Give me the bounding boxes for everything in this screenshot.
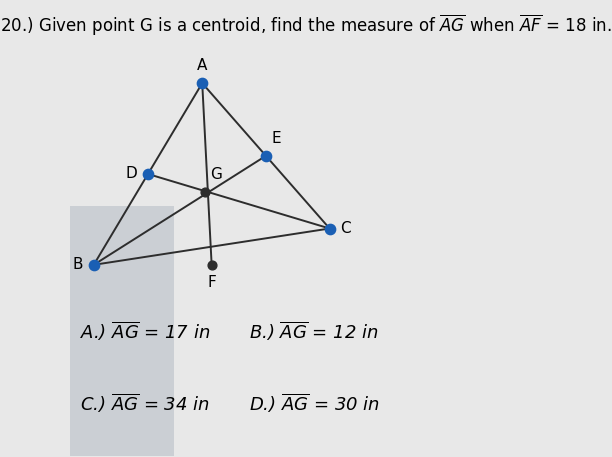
Text: F: F — [207, 275, 216, 290]
Text: B: B — [73, 257, 83, 272]
Text: D: D — [126, 166, 138, 181]
Point — [200, 188, 209, 196]
Text: E: E — [271, 131, 281, 146]
Text: C: C — [340, 221, 351, 236]
Text: A: A — [197, 58, 207, 73]
Point — [89, 261, 99, 269]
Text: C.) $\overline{AG}$ = 34 in: C.) $\overline{AG}$ = 34 in — [80, 392, 209, 415]
Text: B.) $\overline{AG}$ = 12 in: B.) $\overline{AG}$ = 12 in — [250, 319, 379, 343]
Text: 20.) Given point G is a centroid, find the measure of $\overline{AG}$ when $\ove: 20.) Given point G is a centroid, find t… — [0, 13, 612, 38]
Point — [197, 80, 207, 87]
Text: A.) $\overline{AG}$ = 17 in: A.) $\overline{AG}$ = 17 in — [80, 319, 210, 343]
Text: G: G — [210, 167, 222, 182]
Polygon shape — [70, 206, 174, 456]
Point — [207, 261, 217, 269]
Text: D.) $\overline{AG}$ = 30 in: D.) $\overline{AG}$ = 30 in — [250, 392, 380, 415]
Point — [325, 225, 335, 232]
Point — [261, 152, 271, 159]
Point — [143, 170, 153, 178]
